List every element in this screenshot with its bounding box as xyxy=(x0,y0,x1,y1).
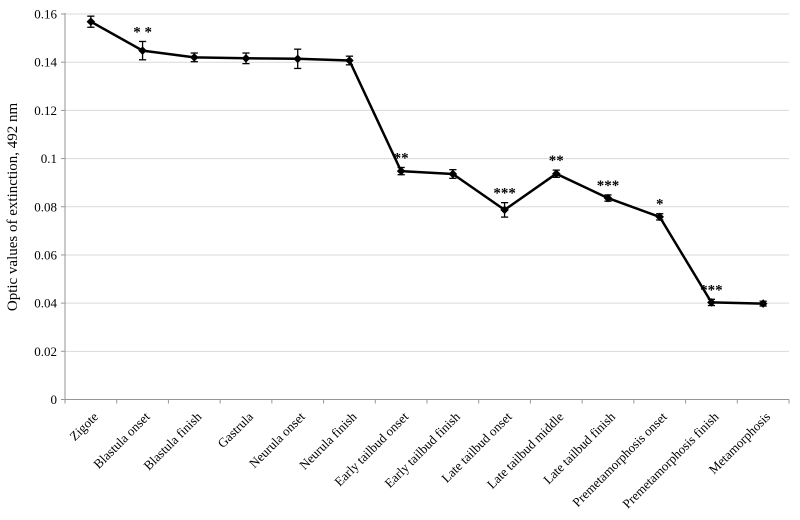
data-point-marker xyxy=(86,17,96,27)
data-point-marker xyxy=(138,46,147,55)
significance-label: ** xyxy=(549,153,564,169)
x-category-label: Premetamorphosis onset xyxy=(569,409,670,510)
data-point-marker xyxy=(707,298,716,307)
y-tick-label: 0.06 xyxy=(34,247,57,262)
y-tick-label: 0.02 xyxy=(34,344,57,359)
significance-label: * * xyxy=(133,24,152,40)
data-series-line xyxy=(90,20,764,305)
x-category-label: Premetamorphosis finish xyxy=(619,409,722,512)
y-tick-label: 0.04 xyxy=(34,296,57,311)
significance-label: ** xyxy=(394,150,409,166)
y-tick-label: 0.14 xyxy=(34,55,57,70)
data-point-marker xyxy=(448,169,458,179)
y-tick-label: 0.16 xyxy=(34,7,57,22)
significance-label: *** xyxy=(700,282,723,298)
significance-label: * xyxy=(656,197,664,213)
data-point-marker xyxy=(655,212,665,222)
x-category-label: Gastrula xyxy=(214,409,256,451)
data-point-marker xyxy=(241,54,251,63)
y-tick-label: 0.1 xyxy=(41,151,57,166)
data-point-marker xyxy=(189,53,199,62)
y-tick-label: 0 xyxy=(51,392,58,407)
significance-label: *** xyxy=(493,186,516,202)
data-point-marker xyxy=(345,56,354,65)
data-point-marker xyxy=(293,54,303,64)
x-category-label: Zigote xyxy=(66,409,101,444)
data-point-marker xyxy=(551,169,561,179)
data-point-marker xyxy=(603,193,613,203)
y-tick-label: 0.12 xyxy=(34,103,57,118)
data-point-marker xyxy=(758,299,768,308)
data-point-marker xyxy=(500,205,509,215)
data-point-marker xyxy=(396,166,406,176)
plot-area: 00.020.040.060.080.10.120.140.16ZigoteBl… xyxy=(34,7,790,512)
significance-label: *** xyxy=(597,178,620,194)
y-tick-label: 0.08 xyxy=(34,199,57,214)
y-axis-title: Optic values of extinction, 492 nm xyxy=(5,103,21,312)
